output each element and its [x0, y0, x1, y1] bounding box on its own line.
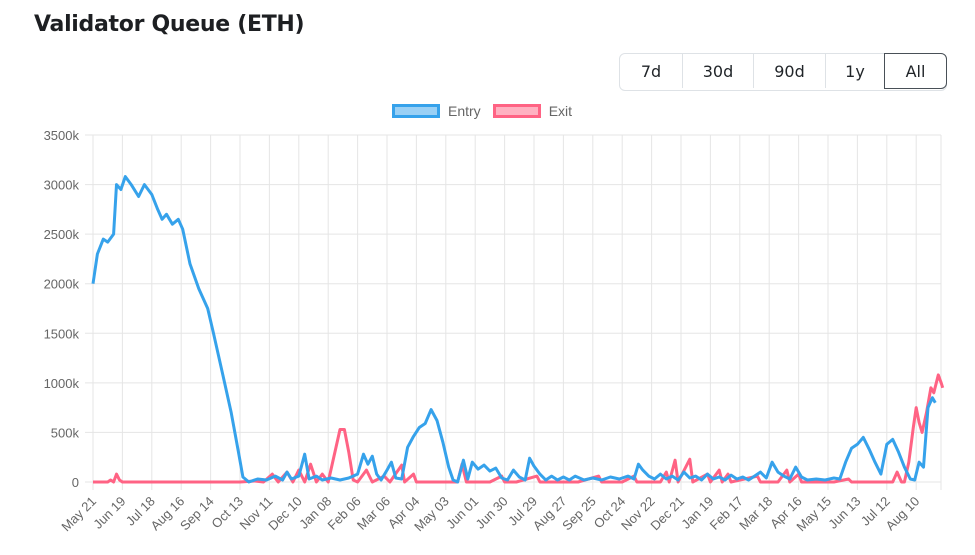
- chart-series: [91, 175, 945, 484]
- y-tick-label: 1000k: [44, 376, 80, 391]
- legend-item-entry[interactable]: Entry: [392, 103, 481, 119]
- exit-swatch-icon: [492, 104, 541, 118]
- x-tick-label: Dec 10: [265, 494, 305, 534]
- chart-grid: [85, 134, 942, 490]
- entry-series-line: [91, 175, 937, 484]
- legend-label-exit: Exit: [548, 103, 573, 119]
- x-tick-label: Mar 06: [354, 494, 393, 533]
- legend-item-exit[interactable]: Exit: [492, 103, 573, 119]
- x-tick-label: Dec 21: [647, 494, 687, 534]
- range-all-button[interactable]: All: [884, 53, 947, 89]
- x-tick-label: Mar 18: [736, 494, 775, 533]
- y-tick-label: 0: [72, 475, 79, 490]
- y-tick-label: 1500k: [44, 326, 80, 341]
- x-tick-label: Sep 14: [177, 494, 217, 534]
- y-tick-label: 500k: [51, 425, 80, 440]
- legend-label-entry: Entry: [448, 103, 481, 119]
- chart-legend: Entry Exit: [392, 103, 584, 119]
- x-tick-label: Jun 30: [473, 494, 511, 532]
- y-tick-label: 2000k: [44, 277, 80, 292]
- y-tick-label: 3500k: [44, 128, 80, 143]
- x-tick-label: Jun 19: [90, 494, 128, 532]
- y-tick-label: 3000k: [44, 178, 80, 193]
- x-tick-label: Jun 13: [825, 494, 863, 532]
- range-30d-button[interactable]: 30d: [682, 54, 753, 88]
- range-90d-button[interactable]: 90d: [753, 54, 825, 88]
- x-tick-label: Sep 25: [559, 494, 599, 534]
- x-tick-label: May 21: [58, 494, 99, 535]
- y-tick-label: 2500k: [44, 227, 80, 242]
- y-axis: 0 500k 1000k 1500k 2000k 2500k 3000k 3500k: [44, 128, 80, 490]
- x-tick-label: Jun 01: [443, 494, 481, 532]
- page-title: Validator Queue (ETH): [34, 12, 305, 37]
- time-range-selector: 7d 30d 90d 1y All: [619, 53, 947, 91]
- range-7d-button[interactable]: 7d: [620, 54, 682, 88]
- entry-swatch-icon: [392, 104, 440, 118]
- range-1y-button[interactable]: 1y: [825, 54, 884, 88]
- exit-series-line: [93, 373, 945, 484]
- x-tick-label: Aug 10: [883, 494, 923, 534]
